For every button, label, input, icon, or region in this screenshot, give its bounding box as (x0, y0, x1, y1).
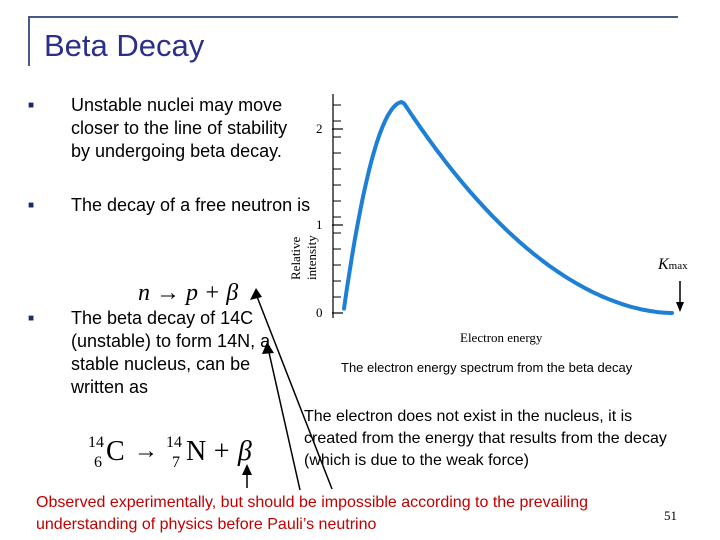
figure-caption: The electron energy spectrum from the be… (341, 360, 633, 375)
kmax-subscript: max (668, 260, 688, 272)
pointer-arrowhead-1 (250, 288, 262, 300)
page-number: 51 (664, 508, 677, 523)
title-frame-top (28, 16, 678, 18)
graph-ytick-2: 2 (316, 121, 323, 136)
nitrogen-symbol: N (186, 436, 207, 467)
electron-note: The electron does not exist in the nucle… (304, 408, 667, 469)
plus-beta: + β (212, 436, 252, 467)
graph-ytick-0: 0 (316, 305, 323, 320)
observed-note: Observed experimentally, but should be i… (36, 494, 589, 533)
slide-title: Beta Decay (44, 28, 205, 63)
pointer-arrow-line-1 (255, 293, 333, 490)
graph-ytick-1: 1 (316, 217, 323, 232)
graph-ylabel: Relative intensity (288, 235, 319, 280)
bullet-text-2: The decay of a free neutron is (71, 195, 311, 215)
carbon-atomic-number: 6 (94, 454, 102, 471)
kmax-letter: K (658, 256, 669, 273)
kmax-arrowhead (676, 302, 684, 312)
bullet-marker-3: ■ (28, 313, 35, 324)
pointer-arrowhead-3 (242, 464, 252, 475)
bullet-marker-1: ■ (28, 100, 35, 111)
spectrum-curve (342, 99, 674, 315)
nitrogen-atomic-number: 7 (172, 454, 180, 471)
carbon-mass-number: 14 (88, 434, 104, 451)
bullet-text-3: The beta decay of 14C (unstable) to form… (71, 308, 271, 397)
neutron-decay-equation: n → p + β (138, 280, 239, 306)
reaction-arrow: → (134, 438, 158, 464)
nitrogen-mass-number: 14 (166, 434, 182, 451)
title-frame-left (28, 16, 30, 66)
pointer-arrowhead-2 (262, 342, 274, 354)
bullet-marker-2: ■ (28, 200, 35, 211)
kmax-label: Kmax (658, 256, 688, 274)
graph-xlabel: Electron energy (460, 330, 543, 345)
carbon-symbol: C (106, 436, 125, 467)
pointer-arrow-line-2 (267, 347, 301, 491)
bullet-text-1: Unstable nuclei may move closer to the l… (71, 95, 288, 161)
